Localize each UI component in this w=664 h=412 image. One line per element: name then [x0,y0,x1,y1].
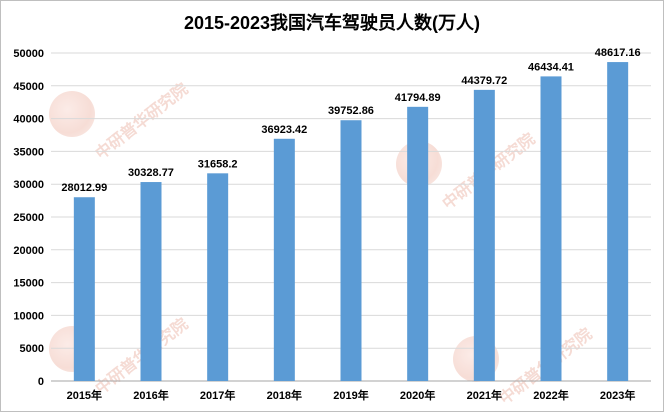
y-tick-label: 25000 [13,212,44,224]
chart-title: 2015-2023我国汽车驾驶员人数(万人) [183,13,481,33]
y-tick-label: 35000 [13,146,44,158]
bar [273,138,295,381]
data-label: 41794.89 [395,92,441,104]
data-label: 31658.2 [198,158,238,170]
data-label: 46434.41 [528,61,574,73]
x-tick-label: 2016年 [133,388,168,402]
x-tick-label: 2018年 [267,388,302,402]
bar [607,62,629,381]
y-tick-label: 50000 [13,48,44,60]
x-tick-label: 2022年 [533,388,568,402]
y-tick-label: 30000 [13,179,44,191]
y-tick-label: 15000 [13,278,44,290]
x-tick-label: 2019年 [333,388,368,402]
data-label: 39752.86 [328,105,374,117]
bar [207,173,229,381]
y-tick-label: 45000 [13,81,44,93]
data-label: 48617.16 [595,47,641,59]
data-label: 44379.72 [461,75,507,87]
data-label: 30328.77 [128,167,174,179]
x-tick-label: 2020年 [400,388,435,402]
data-label: 36923.42 [261,124,307,136]
y-tick-label: 5000 [20,343,44,355]
x-tick-label: 2021年 [467,388,502,402]
bar [140,182,162,381]
y-tick-label: 10000 [13,310,44,322]
y-tick-label: 0 [38,376,44,388]
bar [407,106,429,381]
bar [540,76,562,382]
y-tick-label: 40000 [13,114,44,126]
x-tick-label: 2017年 [200,388,235,402]
data-label: 28012.99 [61,182,107,194]
x-tick-label: 2023年 [600,388,635,402]
y-tick-label: 20000 [13,245,44,257]
x-tick-label: 2015年 [67,388,102,402]
bar [473,89,495,382]
bar [340,120,362,381]
bar [73,197,95,381]
